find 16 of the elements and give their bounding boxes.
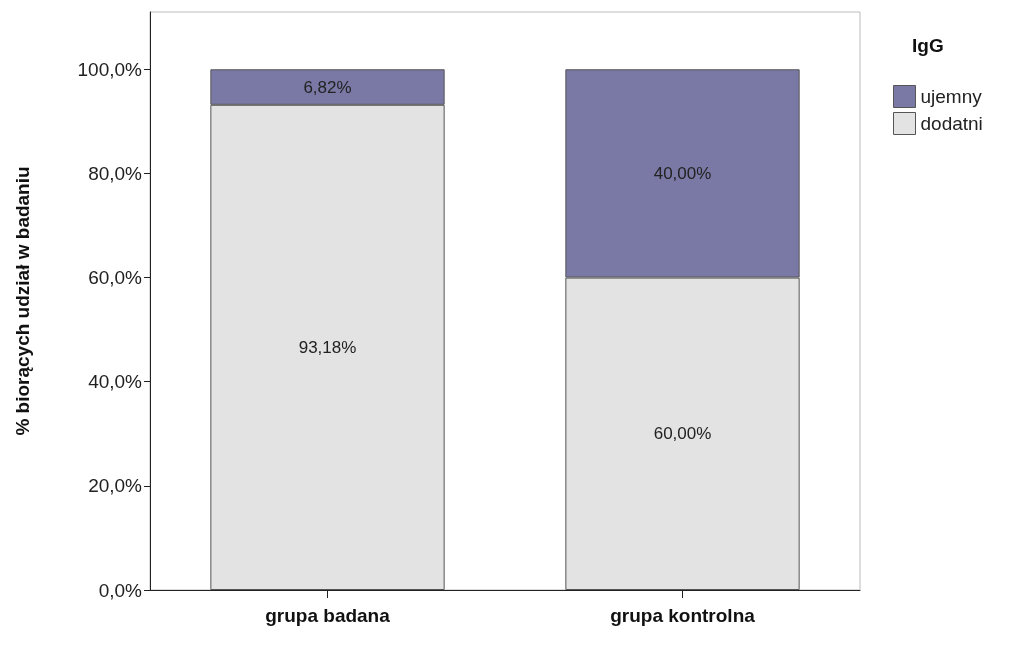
y-tick-label: 80,0% <box>88 162 143 184</box>
y-tick-label: 40,0% <box>88 371 143 393</box>
x-tick-label: grupa kontrolna <box>610 605 756 626</box>
y-tick-label: 0,0% <box>98 579 143 601</box>
legend-label: ujemny <box>920 86 983 107</box>
x-tick-label: grupa badana <box>265 605 391 626</box>
y-tick-label: 100,0% <box>77 58 143 80</box>
y-tick-label: 60,0% <box>88 267 143 289</box>
data-label: 93,18% <box>298 337 357 357</box>
y-tick-label: 20,0% <box>88 475 143 497</box>
data-label: 6,82% <box>303 77 352 97</box>
legend-title: IgG <box>912 35 944 56</box>
data-label: 40,00% <box>653 163 712 183</box>
y-axis-title: % biorących udział w badaniu <box>12 166 33 436</box>
data-label: 60,00% <box>653 424 712 444</box>
legend-label: dodatni <box>920 113 983 134</box>
